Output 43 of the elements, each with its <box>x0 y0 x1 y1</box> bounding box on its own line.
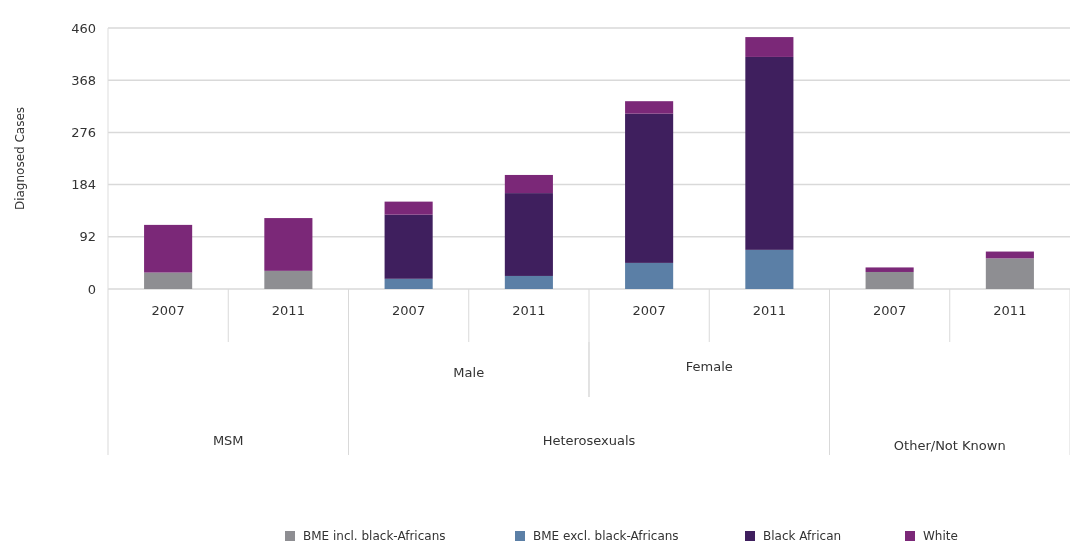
text: Female <box>685 358 733 374</box>
legend-label: White <box>923 529 958 544</box>
bar <box>144 272 193 289</box>
y-tick-label: 276 <box>71 124 96 140</box>
x-tick-label: 2007 <box>392 302 426 318</box>
bar <box>865 271 914 289</box>
bar <box>625 262 674 289</box>
y-axis-title: Diagnosed Cases <box>13 106 27 211</box>
y-tick-label: 92 <box>79 229 96 245</box>
text: Other/Not Known <box>893 437 1006 453</box>
text: Heterosexuals <box>542 432 636 448</box>
bar <box>625 113 674 263</box>
y-tick-label: 0 <box>87 281 96 297</box>
bar <box>504 193 553 276</box>
x-tick-label: 2007 <box>873 302 907 318</box>
bar <box>865 267 914 272</box>
x-tick-label: 2011 <box>271 302 305 318</box>
x-tick-label: 2011 <box>993 302 1027 318</box>
bar <box>504 174 553 194</box>
bar <box>384 278 433 289</box>
bar <box>264 270 313 289</box>
bar <box>745 249 794 289</box>
bar <box>985 258 1034 289</box>
text: Male <box>453 364 485 380</box>
x-tick-label: 2007 <box>151 302 185 318</box>
bar <box>264 218 313 271</box>
bar <box>745 56 794 250</box>
y-tick-label: 460 <box>71 20 96 36</box>
x-tick-label: 2011 <box>752 302 786 318</box>
x-tick-label: 2011 <box>512 302 546 318</box>
bar <box>384 214 433 279</box>
legend-label: BME excl. black-Africans <box>533 529 679 544</box>
bar <box>625 101 674 114</box>
legend-label: Black African <box>763 529 842 544</box>
text: MSM <box>212 432 244 448</box>
bar <box>504 275 553 289</box>
bar <box>384 201 433 215</box>
y-tick-label: 368 <box>71 72 96 88</box>
y-tick-label: 184 <box>71 177 96 193</box>
bar <box>144 224 193 273</box>
bar <box>745 37 794 57</box>
x-tick-label: 2007 <box>632 302 666 318</box>
legend-label: BME incl. black-Africans <box>303 529 446 544</box>
